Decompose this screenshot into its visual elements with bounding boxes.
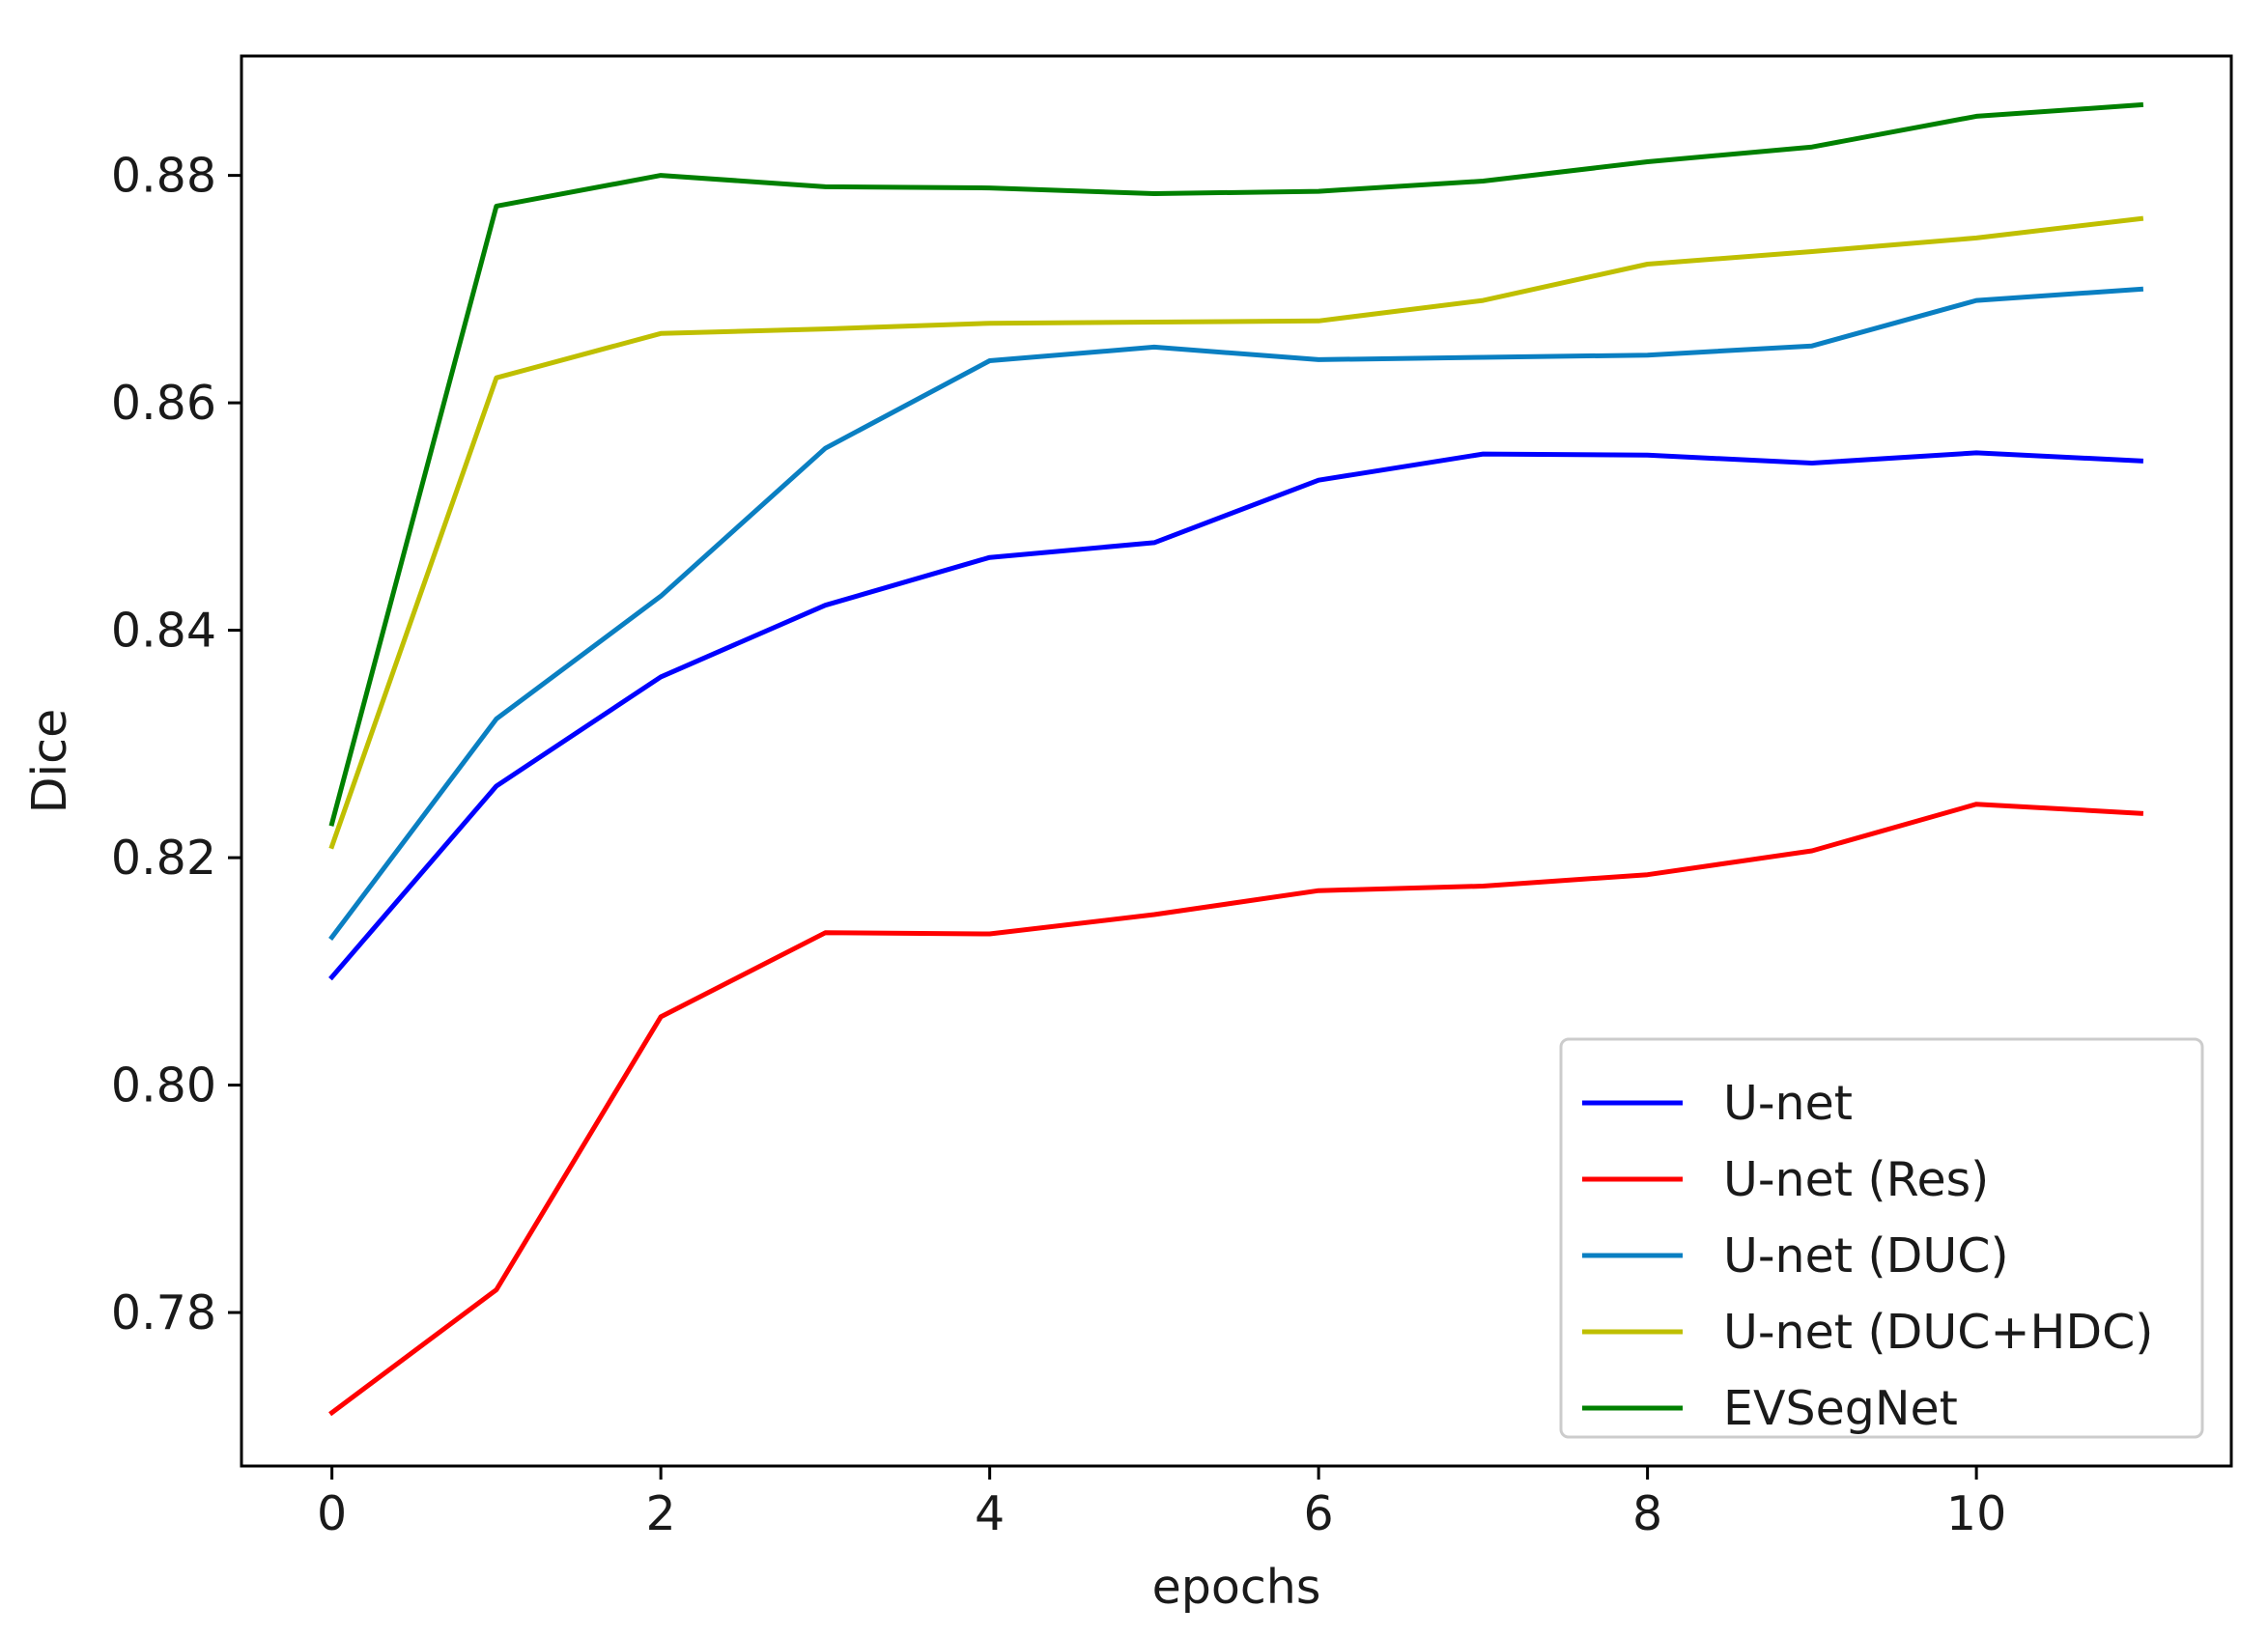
legend-box [1559, 1037, 2204, 1439]
y-axis-title: Dice [22, 709, 77, 813]
series-layer [328, 101, 2144, 1417]
y-tick-label: 0.84 [111, 604, 216, 659]
y-tick-label: 0.88 [111, 149, 216, 204]
x-tick-label: 2 [646, 1486, 676, 1541]
x-tick-label: 6 [1304, 1486, 1334, 1541]
x-tick-label: 4 [975, 1486, 1005, 1541]
y-tick-label: 0.78 [111, 1285, 216, 1340]
legend: U-net U-net (Res) U-net (DUC) U-net (DUC+HD… [1559, 1037, 2204, 1439]
y-tick-label: 0.86 [111, 376, 216, 431]
x-axis-title: epochs [1152, 1560, 1321, 1615]
x-tick-label: 8 [1632, 1486, 1662, 1541]
series-line-2 [328, 286, 2144, 942]
y-tick-label: 0.82 [111, 831, 216, 886]
series-line-4 [328, 101, 2144, 827]
x-tick-label: 10 [1946, 1486, 2006, 1541]
y-axis-ticks: 0.78 0.80 0.82 0.84 0.86 0.88 [111, 149, 241, 1340]
x-axis-ticks: 0 2 4 6 8 10 [317, 1466, 2006, 1541]
series-line-1 [328, 802, 2144, 1417]
plot-frame [240, 54, 2233, 1468]
legend-label: U-net (DUC) [1723, 1228, 2009, 1283]
series-line-3 [328, 215, 2144, 850]
series-line-0 [328, 450, 2144, 981]
x-tick-label: 0 [317, 1486, 347, 1541]
legend-label: EVSegNet [1723, 1381, 1958, 1436]
legend-label: U-net [1723, 1076, 1853, 1131]
legend-label: U-net (Res) [1723, 1152, 1989, 1207]
legend-label: U-net (DUC+HDC) [1723, 1305, 2153, 1360]
y-tick-label: 0.80 [111, 1058, 216, 1114]
